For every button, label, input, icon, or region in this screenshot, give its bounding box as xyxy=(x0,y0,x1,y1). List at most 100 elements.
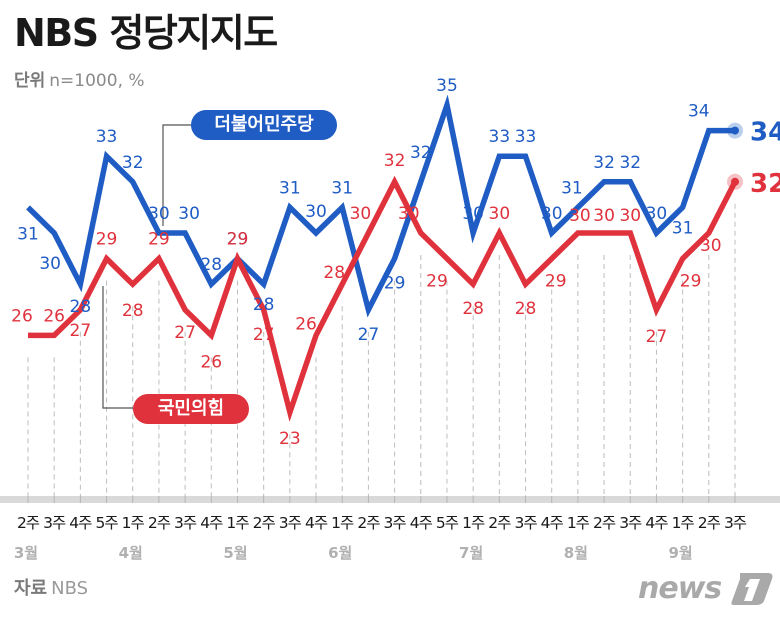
data-label-ppp: 28 xyxy=(515,299,537,319)
x-tick-label: 4주 xyxy=(410,514,433,532)
unit-caption: 단위 n=1000, % xyxy=(14,70,145,92)
data-label-democratic: 30 xyxy=(148,204,170,224)
data-label-democratic: 29 xyxy=(384,274,406,294)
data-label-ppp: 27 xyxy=(174,323,196,343)
data-label-democratic: 27 xyxy=(358,325,380,345)
data-label-democratic: 30 xyxy=(305,202,327,222)
series-lines xyxy=(26,94,743,422)
end-label-democratic: 34 xyxy=(750,118,780,148)
x-tick-label: 4주 xyxy=(645,514,668,532)
data-label-ppp: 30 xyxy=(619,206,641,226)
data-label-democratic: 30 xyxy=(39,254,61,274)
data-label-democratic: 31 xyxy=(561,178,583,198)
data-label-ppp: 28 xyxy=(122,301,144,321)
data-label-ppp: 29 xyxy=(227,230,249,250)
data-label-democratic: 32 xyxy=(122,153,144,173)
data-label-ppp: 28 xyxy=(323,263,345,283)
unit-value: n=1000, % xyxy=(49,71,145,91)
x-tick-label: 2주 xyxy=(698,514,721,532)
month-label: 9월 xyxy=(669,544,693,562)
data-label-ppp: 27 xyxy=(253,325,275,345)
data-label-democratic: 32 xyxy=(619,153,641,173)
data-label-ppp: 28 xyxy=(462,299,484,319)
x-tick-label: 3주 xyxy=(279,514,302,532)
data-label-democratic: 30 xyxy=(646,204,668,224)
month-label: 4월 xyxy=(119,544,143,562)
month-label: 3월 xyxy=(14,544,38,562)
x-tick-label: 3주 xyxy=(174,514,197,532)
x-tick-label: 2주 xyxy=(488,514,511,532)
data-label-democratic: 31 xyxy=(672,218,694,238)
month-label: 8월 xyxy=(564,544,588,562)
legend-democratic-party: 더불어민주당 xyxy=(191,110,337,140)
x-tick-label: 4주 xyxy=(200,514,223,532)
data-label-ppp: 27 xyxy=(70,321,92,341)
x-tick-label: 1주 xyxy=(331,514,354,532)
end-marker xyxy=(731,126,739,135)
data-label-ppp: 30 xyxy=(489,204,511,224)
data-label-democratic: 32 xyxy=(410,143,432,163)
legend-people-power-party: 국민의힘 xyxy=(133,394,249,424)
data-label-democratic: 30 xyxy=(462,204,484,224)
month-label: 5월 xyxy=(223,544,247,562)
data-label-democratic: 33 xyxy=(489,127,511,147)
data-label-democratic: 28 xyxy=(200,255,222,275)
x-tick-label: 4주 xyxy=(69,514,92,532)
data-label-democratic: 33 xyxy=(96,127,118,147)
data-label-ppp: 29 xyxy=(148,230,170,250)
x-tick-label: 2주 xyxy=(148,514,171,532)
news1-logo: news xyxy=(638,571,773,606)
data-label-ppp: 29 xyxy=(96,230,118,250)
x-tick-label: 2주 xyxy=(253,514,276,532)
data-label-ppp: 29 xyxy=(426,272,448,292)
data-label-ppp: 26 xyxy=(295,314,317,334)
data-label-democratic: 28 xyxy=(253,295,275,315)
data-label-ppp: 27 xyxy=(646,327,668,347)
x-tick-label: 4주 xyxy=(305,514,328,532)
data-label-ppp: 30 xyxy=(700,236,722,256)
x-tick-label: 3주 xyxy=(384,514,407,532)
data-label-democratic: 35 xyxy=(436,76,458,96)
data-label-democratic: 28 xyxy=(70,297,92,317)
month-labels: 3월 4월 5월 6월 7월 8월 9월 xyxy=(14,544,693,562)
data-label-ppp: 23 xyxy=(279,429,301,449)
data-label-ppp: 32 xyxy=(384,151,406,171)
x-tick-label: 3주 xyxy=(724,514,747,532)
x-tick-label: 3주 xyxy=(43,514,66,532)
x-tick-label: 1주 xyxy=(567,514,590,532)
data-label-ppp: 26 xyxy=(43,306,65,326)
data-label-ppp: 30 xyxy=(593,206,615,226)
data-label-democratic: 29 xyxy=(227,230,249,250)
data-label-ppp: 30 xyxy=(569,206,591,226)
data-label-democratic: 30 xyxy=(178,204,200,224)
x-tick-label: 1주 xyxy=(462,514,485,532)
data-label-democratic: 31 xyxy=(331,178,353,198)
source-label: 자료 xyxy=(14,578,48,599)
x-tick-label: 2주 xyxy=(357,514,380,532)
series-line-ppp xyxy=(28,175,738,422)
x-tick-label: 4주 xyxy=(541,514,564,532)
end-label-ppp: 32 xyxy=(750,169,780,199)
data-label-ppp: 30 xyxy=(350,204,372,224)
data-label-ppp: 29 xyxy=(680,272,702,292)
month-label: 6월 xyxy=(328,544,352,562)
x-axis-ticks xyxy=(27,496,736,503)
blue-legend-leader xyxy=(162,124,191,226)
series-line-democratic xyxy=(26,94,735,318)
x-tick-label: 1주 xyxy=(672,514,695,532)
data-label-democratic: 33 xyxy=(515,127,537,147)
x-tick-label: 1주 xyxy=(226,514,249,532)
data-label-democratic: 34 xyxy=(688,102,710,122)
data-label-democratic: 30 xyxy=(541,204,563,224)
data-label-democratic: 31 xyxy=(279,178,301,198)
legend-leaders xyxy=(102,124,191,409)
data-label-democratic: 32 xyxy=(593,153,615,173)
source-caption: 자료 NBS xyxy=(14,578,88,600)
svg-text:news: news xyxy=(638,571,721,606)
source-value: NBS xyxy=(51,578,89,599)
data-label-ppp: 26 xyxy=(11,306,33,326)
data-label-ppp: 26 xyxy=(200,352,222,372)
x-tick-label: 2주 xyxy=(17,514,40,532)
